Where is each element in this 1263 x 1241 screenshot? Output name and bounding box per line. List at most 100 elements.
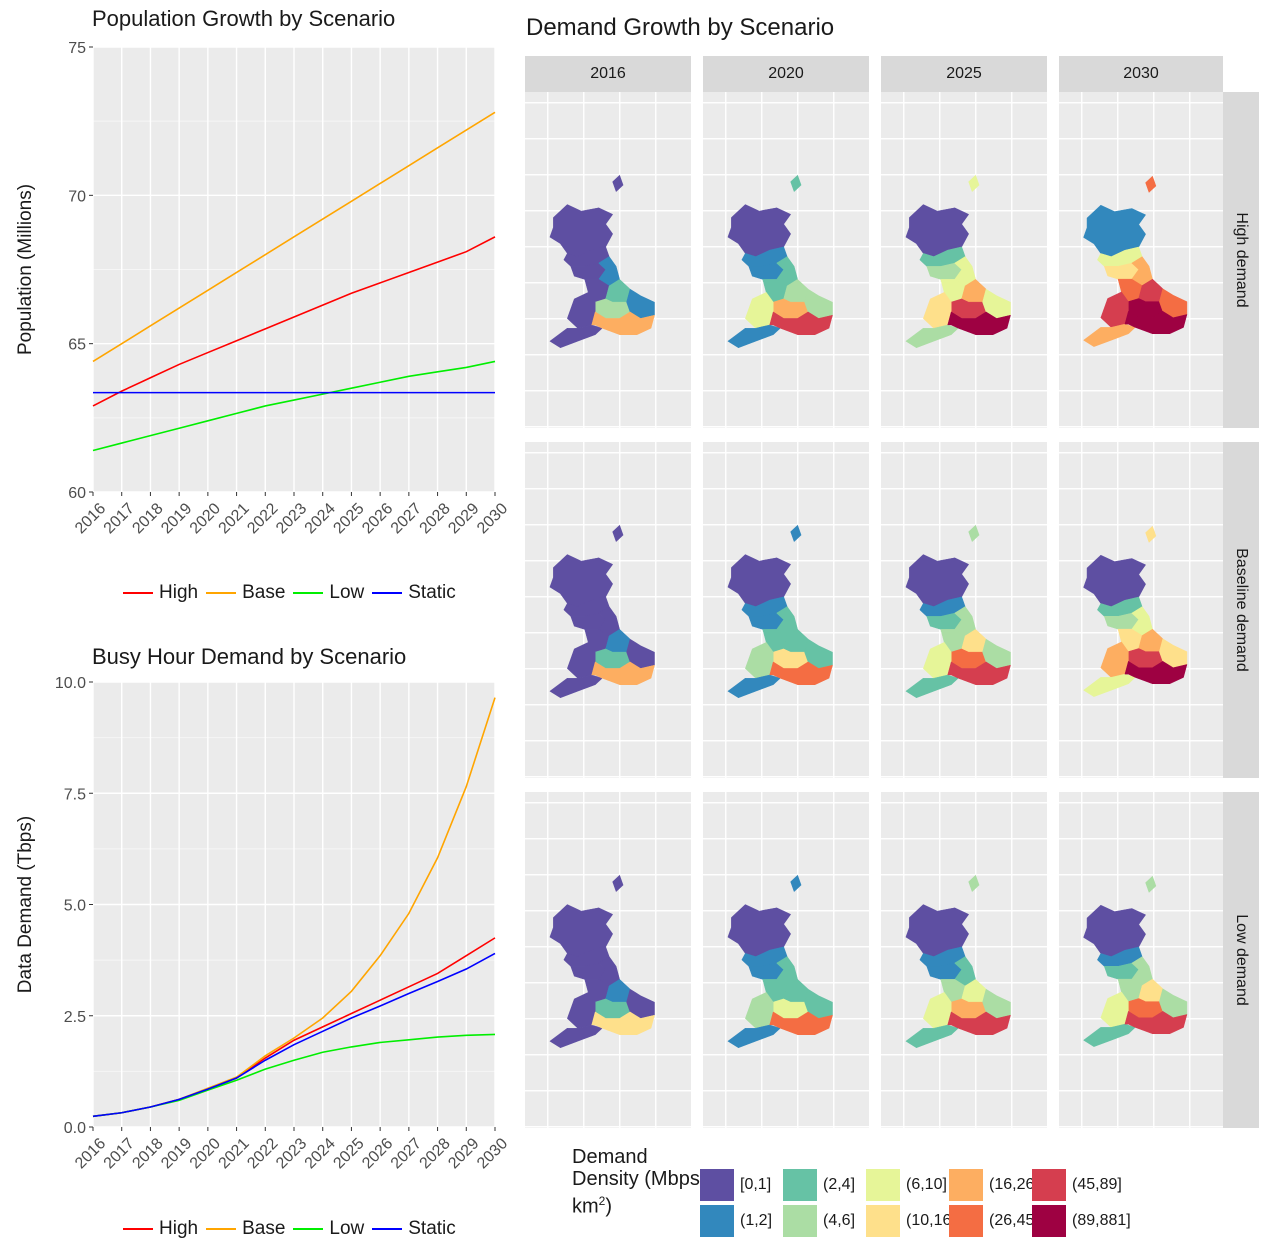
x-tick-label: 2023 (273, 1135, 310, 1172)
gb-map (1083, 176, 1188, 347)
gb-regions (549, 175, 655, 348)
x-tick-label: 2023 (273, 500, 310, 537)
map-panel (881, 792, 1047, 1128)
density-legend-item: (16,26] (949, 1169, 1039, 1201)
region-11 (612, 175, 624, 192)
region-10 (1124, 1011, 1188, 1035)
map-panel (1059, 792, 1223, 1128)
density-legend-title: Demand Density (Mbps km2) (572, 1146, 702, 1218)
gb-map (905, 875, 1011, 1048)
gb-regions (727, 525, 833, 698)
density-legend-item: (4,6] (783, 1205, 855, 1237)
x-tick-label: 2022 (244, 500, 281, 537)
y-tick-label: 2.5 (64, 1009, 86, 1026)
density-label: (26,45] (989, 1212, 1039, 1229)
x-tick-label: 2028 (417, 1135, 454, 1172)
population-chart-title: Population Growth by Scenario (92, 6, 396, 31)
x-tick-label: 2024 (302, 500, 339, 537)
region-9 (905, 1024, 959, 1048)
x-tick-label: 2019 (158, 1135, 195, 1172)
x-tick-label: 2020 (187, 500, 224, 537)
gb-map (1083, 876, 1188, 1047)
gb-regions (905, 525, 1011, 698)
map-panel (703, 92, 869, 428)
gb-regions (1083, 176, 1188, 347)
legend-item-low: Low (293, 582, 364, 604)
x-tick-label: 2018 (129, 500, 166, 537)
x-tick-label: 2026 (359, 500, 396, 537)
gb-regions (727, 175, 833, 348)
density-legend-item: (2,4] (783, 1169, 855, 1201)
x-tick-label: 2020 (187, 1135, 224, 1172)
region-11 (1145, 876, 1157, 893)
gb-regions (1083, 526, 1188, 697)
y-axis-title: Population (Millions) (15, 184, 36, 355)
x-tick-label: 2030 (474, 500, 511, 537)
y-tick-label: 0.0 (64, 1120, 86, 1137)
region-11 (1145, 176, 1157, 193)
region-10 (947, 311, 1011, 335)
density-label: (89,881] (1072, 1212, 1131, 1229)
row-strip-label: High demand (1233, 212, 1250, 308)
region-7 (745, 642, 774, 679)
density-label: (2,4] (823, 1176, 856, 1193)
population-legend: High Base Low Static (123, 582, 464, 604)
gb-map (549, 875, 655, 1048)
region-7 (567, 992, 596, 1029)
legend-key-high (123, 1228, 153, 1230)
demand-chart-title: Busy Hour Demand by Scenario (92, 644, 407, 669)
region-7 (745, 292, 774, 329)
region-9 (1083, 323, 1136, 347)
column-strip-2025: 2025 (881, 56, 1047, 92)
region-7 (923, 642, 952, 679)
x-tick-label: 2017 (101, 500, 138, 537)
gb-regions (549, 525, 655, 698)
region-10 (947, 1011, 1011, 1035)
x-tick-label: 2016 (72, 500, 109, 537)
region-7 (567, 292, 596, 329)
region-11 (968, 875, 980, 892)
region-9 (727, 1024, 781, 1048)
region-7 (745, 992, 774, 1029)
region-10 (591, 1011, 655, 1035)
legend-item-low: Low (293, 1218, 364, 1240)
gb-regions (727, 875, 833, 1048)
x-tick-label: 2021 (216, 1135, 253, 1172)
region-7 (567, 642, 596, 679)
x-tick-label: 2030 (474, 1135, 511, 1172)
density-label: (16,26] (989, 1176, 1039, 1193)
density-label: (45,89] (1072, 1176, 1122, 1193)
region-11 (612, 525, 624, 542)
legend-key-base (206, 1228, 237, 1230)
density-legend-title-sup: 2 (598, 1194, 606, 1208)
density-legend-item: (89,881] (1032, 1205, 1131, 1237)
map-panel (525, 792, 691, 1128)
density-swatch (1032, 1169, 1066, 1201)
gb-regions (549, 875, 655, 1048)
region-9 (549, 674, 603, 698)
column-strip-2030: 2030 (1059, 56, 1223, 92)
region-9 (549, 324, 603, 348)
region-7 (923, 292, 952, 329)
x-tick-label: 2018 (129, 1135, 166, 1172)
density-swatch (783, 1169, 817, 1201)
y-tick-label: 75 (68, 40, 86, 57)
density-legend-item: (6,10] (866, 1169, 947, 1201)
density-legend-item: (26,45] (949, 1205, 1039, 1237)
y-tick-label: 7.5 (64, 786, 86, 803)
region-10 (769, 661, 833, 685)
region-10 (591, 661, 655, 685)
region-10 (769, 1011, 833, 1035)
gb-map (905, 525, 1011, 698)
density-legend-title-end: ) (605, 1195, 613, 1218)
density-legend-title-text: Demand Density (Mbps km (572, 1146, 700, 1218)
gb-map (727, 875, 833, 1048)
legend-item-high: High (123, 1218, 198, 1240)
region-11 (968, 525, 980, 542)
map-panel (881, 442, 1047, 778)
density-swatch (866, 1205, 900, 1237)
x-tick-label: 2024 (302, 1135, 339, 1172)
region-10 (947, 661, 1011, 685)
region-10 (1124, 311, 1188, 335)
region-10 (769, 311, 833, 335)
